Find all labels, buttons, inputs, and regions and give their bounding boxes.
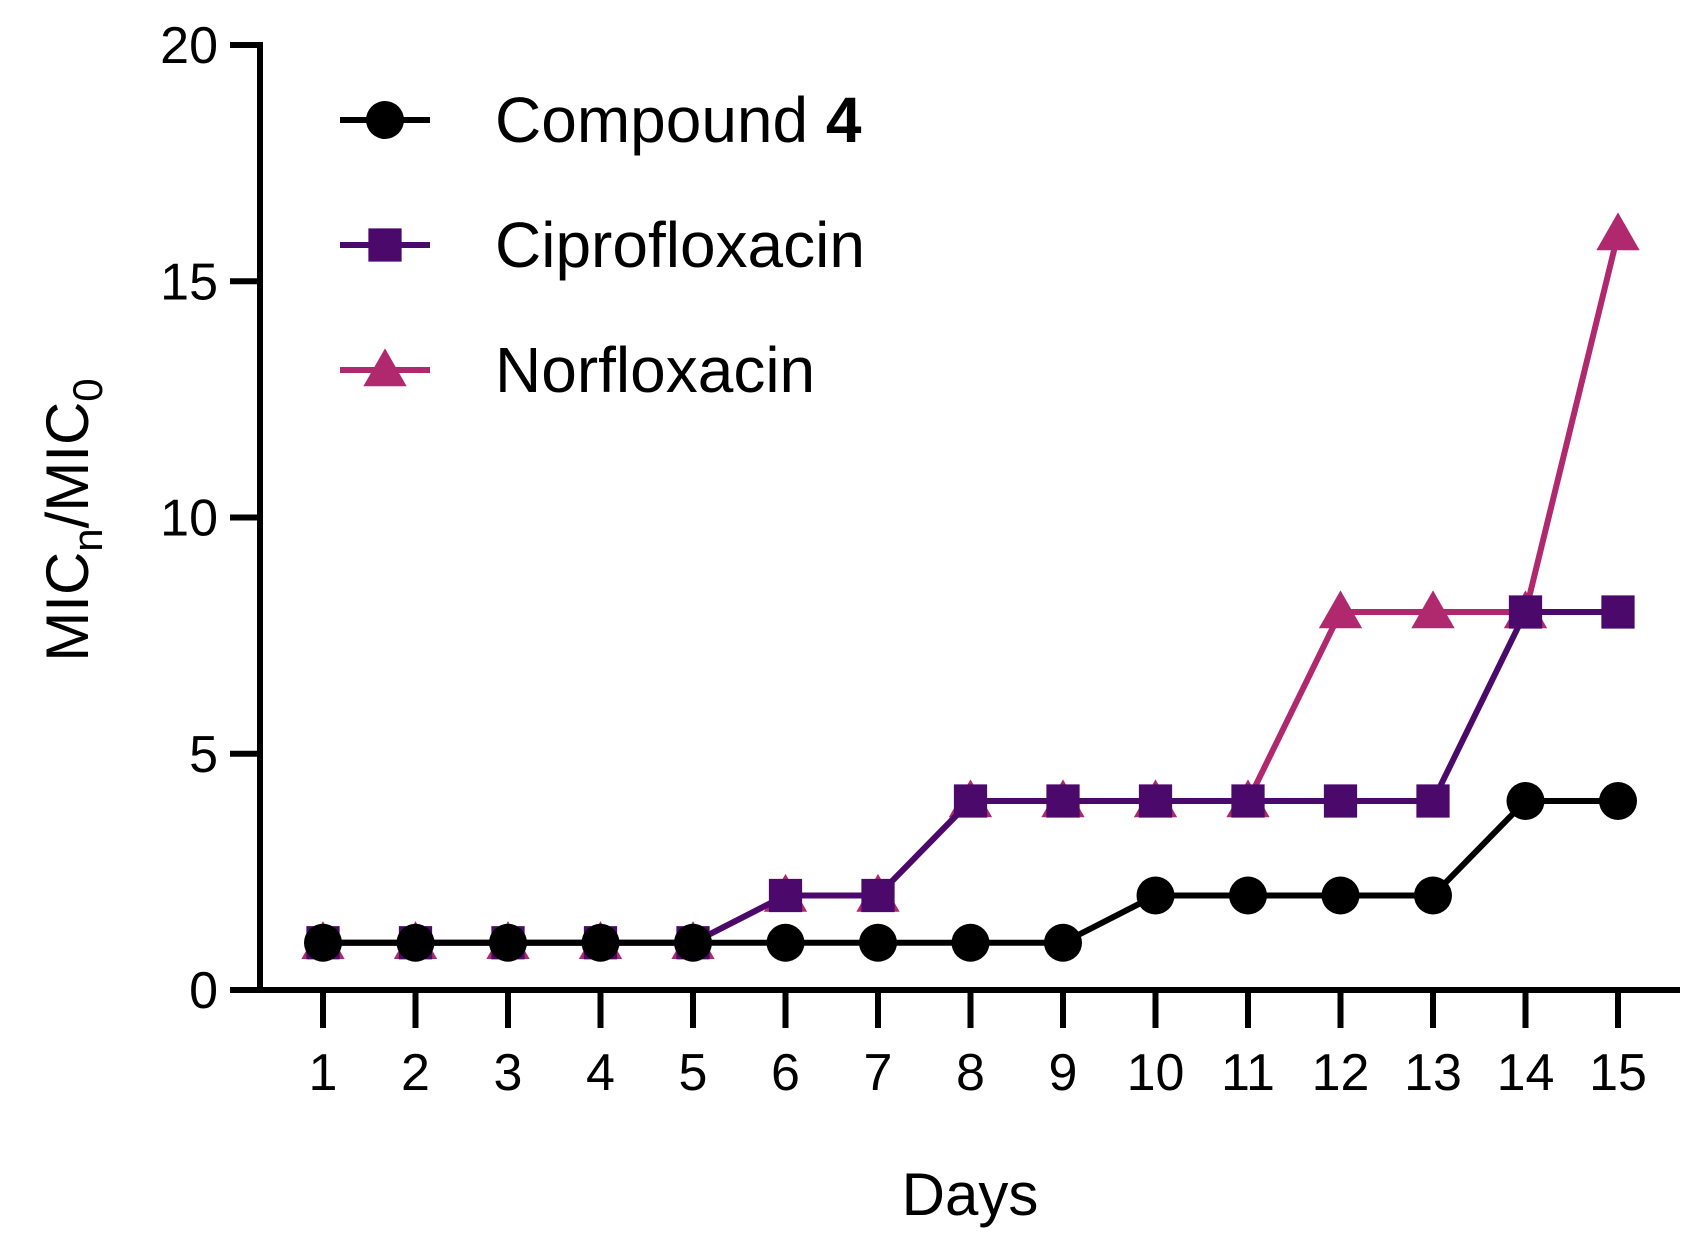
series-layer <box>301 212 1640 962</box>
legend-label: Ciprofloxacin <box>495 209 865 281</box>
data-point <box>1044 923 1082 962</box>
data-point <box>1411 590 1455 629</box>
x-axis-title: Days <box>902 1161 1039 1228</box>
legend-item: Ciprofloxacin <box>340 209 865 281</box>
x-tick-label: 9 <box>1049 1044 1078 1102</box>
y-tick-label: 5 <box>189 726 218 784</box>
data-point <box>1046 784 1080 818</box>
data-point <box>304 923 342 962</box>
y-tick-label: 20 <box>160 17 218 75</box>
legend-item: Compound 4 <box>340 84 862 156</box>
legend-label-name: Norfloxacin <box>495 334 815 406</box>
data-point <box>581 923 620 962</box>
x-tick-label: 11 <box>1221 1044 1275 1102</box>
legend-label: Compound 4 <box>495 84 862 156</box>
data-point <box>674 923 712 962</box>
data-point <box>1136 876 1175 915</box>
series-line <box>323 798 1618 946</box>
y-tick-label: 10 <box>160 490 218 548</box>
y-axis-title: MICn/MIC0 <box>34 378 111 661</box>
x-tick-label: 1 <box>309 1044 338 1102</box>
data-point <box>396 923 435 962</box>
x-tick-label: 15 <box>1589 1044 1647 1102</box>
x-tick-label: 10 <box>1127 1044 1185 1102</box>
data-point <box>1318 590 1363 629</box>
series-compound <box>304 782 1637 962</box>
data-point <box>1508 595 1543 629</box>
legend: Compound 4 Ciprofloxacin Norfloxacin <box>340 84 865 406</box>
x-tick-label: 6 <box>771 1044 800 1102</box>
data-point <box>859 923 897 962</box>
x-tick-label: 13 <box>1404 1044 1462 1102</box>
data-point <box>1323 784 1358 818</box>
y-axis-title-part: /MIC <box>34 402 101 529</box>
y-tick-label: 0 <box>189 962 218 1020</box>
x-tick-label: 3 <box>494 1044 523 1102</box>
data-point <box>1321 876 1360 915</box>
x-tick-label: 4 <box>586 1044 615 1102</box>
data-point <box>766 923 805 962</box>
data-point <box>1416 784 1450 818</box>
data-point <box>1596 212 1640 251</box>
x-tick-label: 12 <box>1312 1044 1370 1102</box>
data-point <box>1414 876 1452 915</box>
y-axis-title-subscript: n <box>64 528 111 551</box>
series-norfloxacin <box>301 212 1640 959</box>
data-point <box>1231 784 1265 818</box>
data-point <box>768 878 803 913</box>
y-axis-title-part: MIC <box>34 552 101 662</box>
legend-marker <box>368 228 402 262</box>
data-point <box>953 784 988 818</box>
x-tick-label: 7 <box>864 1044 893 1102</box>
data-point <box>489 923 527 962</box>
x-tick-label: 2 <box>401 1044 430 1102</box>
legend-label-name: Compound <box>495 84 808 156</box>
data-point <box>1599 782 1637 820</box>
legend-label-bold-suffix: 4 <box>808 84 862 156</box>
legend-item: Norfloxacin <box>340 334 815 406</box>
legend-marker <box>363 348 407 387</box>
x-tick-label: 5 <box>679 1044 708 1102</box>
data-point <box>1601 595 1635 629</box>
data-point <box>861 878 895 913</box>
data-point <box>1229 876 1267 915</box>
x-tick-label: 8 <box>956 1044 985 1102</box>
data-point <box>1506 782 1545 820</box>
data-point <box>951 923 990 962</box>
legend-label: Norfloxacin <box>495 334 815 406</box>
y-tick-label: 15 <box>160 253 218 311</box>
legend-marker <box>366 101 404 139</box>
x-tick-label: 14 <box>1497 1044 1555 1102</box>
y-axis-title-subscript: 0 <box>64 378 111 401</box>
legend-label-name: Ciprofloxacin <box>495 209 865 281</box>
data-point <box>1138 784 1173 818</box>
